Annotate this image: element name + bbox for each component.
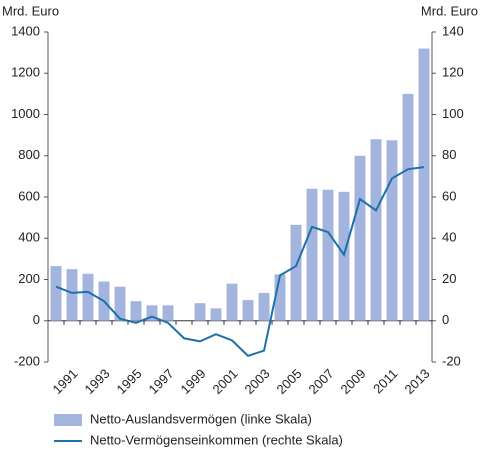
y2-tick-label: 20	[442, 271, 456, 286]
y2-tick-label: -20	[442, 353, 461, 368]
x-tick-label: 1993	[81, 366, 112, 397]
bar	[258, 292, 270, 321]
y-tick-label: 1200	[11, 65, 40, 80]
line	[55, 166, 425, 357]
bar	[354, 155, 366, 321]
y2-tick-label: 40	[442, 230, 456, 245]
x-tick-label: 2009	[337, 366, 368, 397]
legend-label: Netto-Auslandsvermögen (linke Skala)	[90, 411, 312, 426]
y2-tick-label: 0	[442, 312, 449, 327]
y-tick-label: -200	[14, 353, 40, 368]
x-tick-label: 2011	[370, 366, 400, 396]
bar	[130, 301, 142, 321]
bar	[290, 224, 302, 321]
bar	[50, 266, 62, 321]
y-tick-label: 0	[33, 312, 40, 327]
y2-tick-label: 100	[442, 106, 464, 121]
bar	[162, 305, 174, 321]
bar	[66, 269, 78, 321]
x-tick-label: 2007	[305, 366, 336, 397]
legend-label: Netto-Vermögenseinkommen (rechte Skala)	[90, 432, 343, 447]
bar	[322, 189, 334, 321]
legend-swatch	[54, 414, 82, 426]
bar	[418, 48, 430, 321]
x-tick-label: 1991	[49, 366, 80, 397]
x-tick-label: 2001	[209, 366, 240, 397]
y2-tick-label: 120	[442, 65, 464, 80]
bar	[274, 274, 286, 321]
x-tick-label: 1995	[113, 366, 144, 397]
bar	[386, 140, 398, 321]
y2-tick-label: 60	[442, 188, 456, 203]
y2-tick-label: 80	[442, 147, 456, 162]
bar	[242, 300, 254, 321]
y-tick-label: 600	[18, 188, 40, 203]
x-tick-label: 1997	[145, 366, 176, 397]
y-axis-label: Mrd. Euro	[2, 3, 59, 18]
x-tick-label: 2013	[401, 366, 432, 397]
bar	[146, 305, 158, 321]
y-tick-label: 400	[18, 230, 40, 245]
y-tick-label: 200	[18, 271, 40, 286]
x-tick-label: 2003	[241, 366, 272, 397]
y2-axis-label: Mrd. Euro	[421, 3, 478, 18]
bar	[402, 93, 414, 321]
bar	[226, 283, 238, 321]
bar	[194, 303, 206, 321]
y-tick-label: 800	[18, 147, 40, 162]
bar	[210, 308, 222, 321]
bar	[114, 286, 126, 321]
y-tick-label: 1000	[11, 106, 40, 121]
bar	[306, 188, 318, 321]
y2-tick-label: 140	[442, 23, 464, 38]
x-tick-label: 2005	[273, 366, 304, 397]
x-tick-label: 1999	[177, 366, 208, 397]
bar	[370, 139, 382, 321]
y-tick-label: 1400	[11, 23, 40, 38]
bar	[82, 273, 94, 321]
